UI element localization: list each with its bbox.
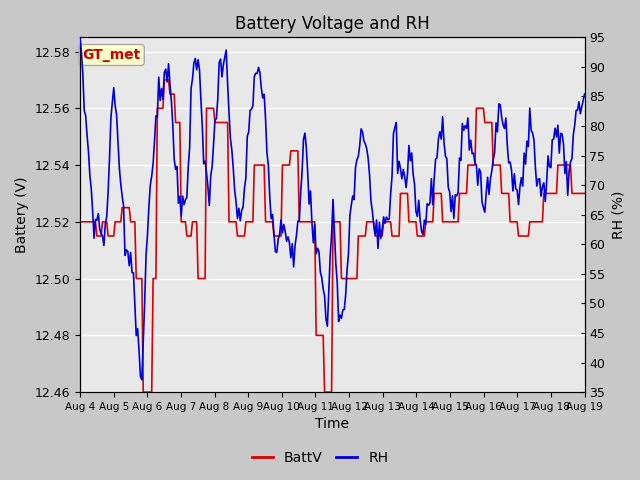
BattV bbox=[246, 219, 254, 225]
BattV bbox=[300, 219, 307, 225]
RH bbox=[245, 129, 253, 135]
Title: Battery Voltage and RH: Battery Voltage and RH bbox=[235, 15, 429, 33]
RH bbox=[228, 147, 236, 153]
Legend: BattV, RH: BattV, RH bbox=[246, 445, 394, 471]
Line: RH: RH bbox=[80, 37, 584, 380]
Text: GT_met: GT_met bbox=[83, 48, 141, 62]
Line: BattV: BattV bbox=[80, 80, 584, 392]
BattV bbox=[556, 162, 563, 168]
RH bbox=[253, 71, 261, 76]
Y-axis label: Battery (V): Battery (V) bbox=[15, 177, 29, 253]
Y-axis label: RH (%): RH (%) bbox=[611, 191, 625, 239]
BattV bbox=[138, 276, 146, 281]
RH bbox=[76, 35, 84, 40]
BattV bbox=[161, 77, 168, 83]
RH bbox=[554, 122, 562, 128]
RH bbox=[140, 337, 147, 343]
BattV bbox=[229, 219, 237, 225]
BattV bbox=[76, 219, 84, 225]
RH bbox=[580, 91, 588, 96]
BattV bbox=[140, 389, 147, 395]
RH bbox=[298, 169, 306, 175]
BattV bbox=[580, 191, 588, 196]
BattV bbox=[255, 162, 262, 168]
RH bbox=[138, 377, 146, 383]
X-axis label: Time: Time bbox=[316, 418, 349, 432]
